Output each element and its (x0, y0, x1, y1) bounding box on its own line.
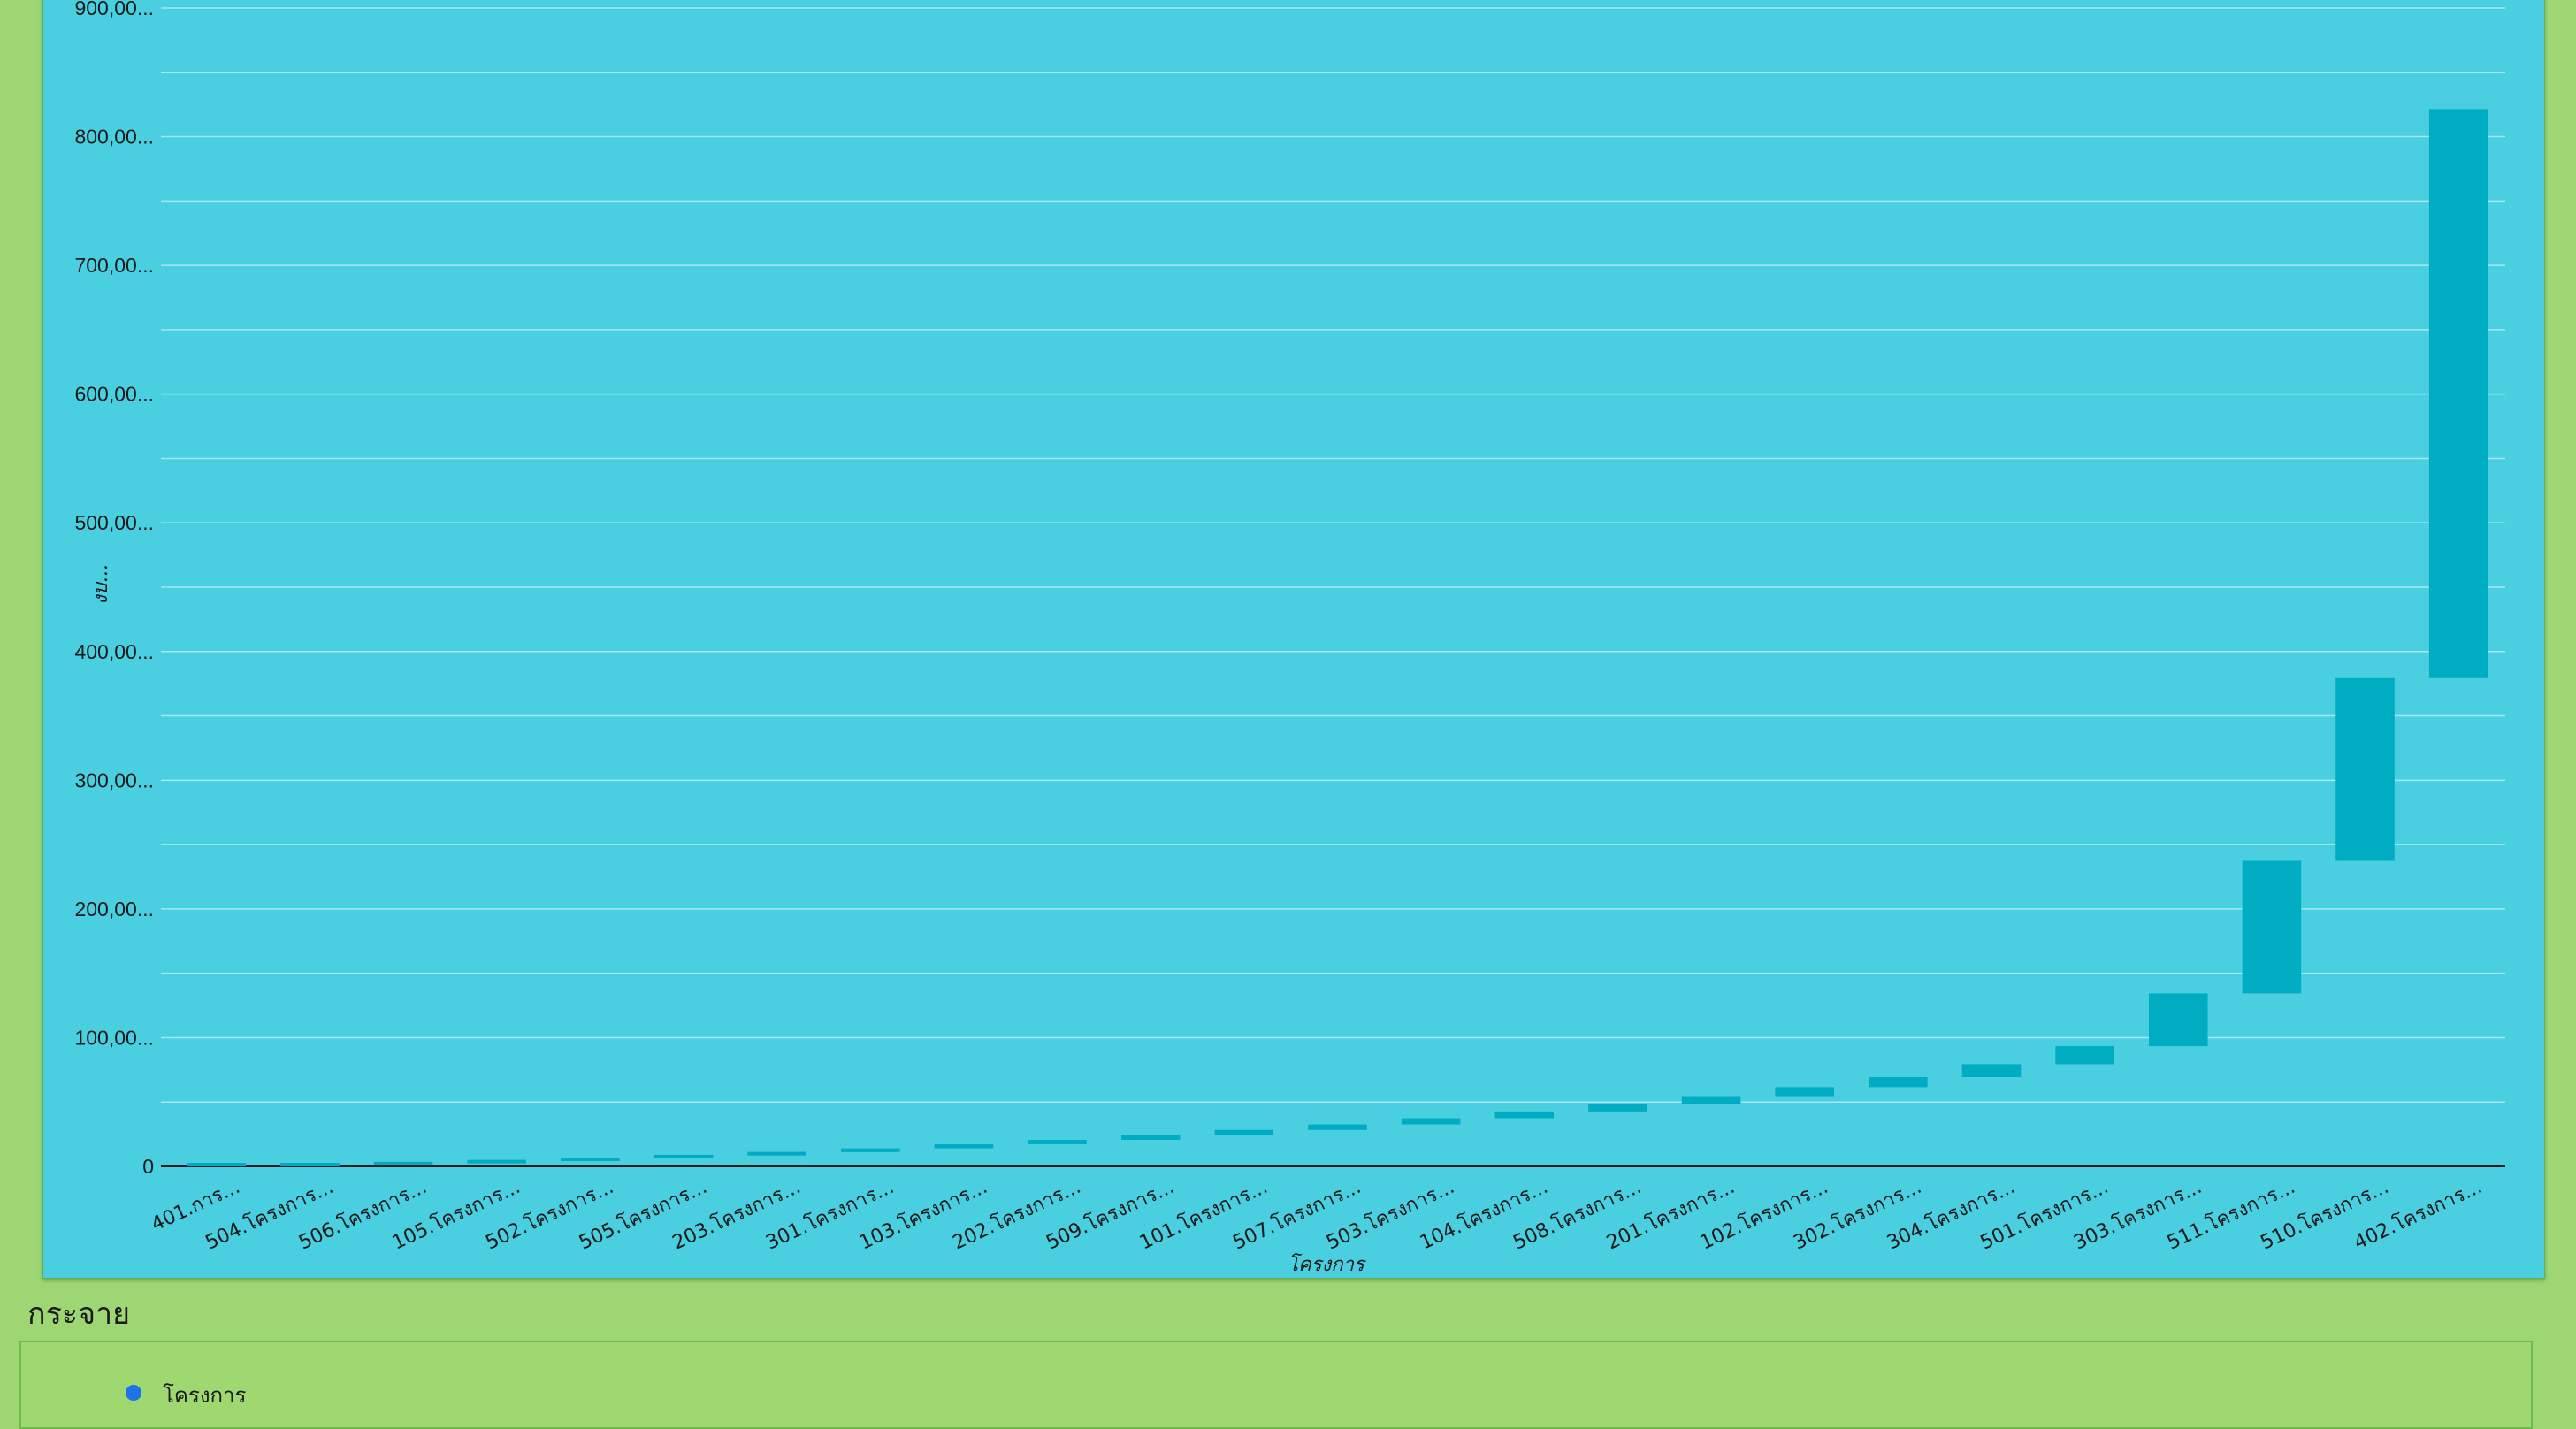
waterfall-chart-card: 0 100,00... 200,00... 300,00... 400,00... 500… (42, 0, 2545, 1279)
waterfall-bar (2242, 860, 2302, 994)
waterfall-bar (1494, 1111, 1555, 1119)
waterfall-bar (1961, 1064, 2022, 1077)
waterfall-bar (2055, 1046, 2114, 1065)
y-axis-label: งบ... (90, 564, 112, 605)
scatter-section-title: กระจาย (27, 1296, 131, 1332)
waterfall-bar (1028, 1140, 1087, 1144)
y-tick-label: 0 (142, 1155, 154, 1178)
waterfall-bar (841, 1148, 900, 1152)
y-tick-label: 500,00... (74, 511, 154, 534)
waterfall-bar (654, 1154, 714, 1158)
waterfall-bar (1214, 1129, 1274, 1135)
legend-marker (126, 1385, 141, 1401)
x-axis-label: โครงการ (1288, 1253, 1367, 1276)
waterfall-bar (2428, 109, 2488, 678)
waterfall-bar (187, 1163, 247, 1166)
y-tick-label: 700,00... (74, 254, 154, 277)
waterfall-bar (1869, 1076, 1928, 1088)
y-tick-label: 800,00... (74, 126, 154, 149)
waterfall-bar (1681, 1096, 1741, 1104)
waterfall-bar (1588, 1104, 1647, 1112)
scatter-chart-card: โครงการ (19, 1341, 2533, 1429)
waterfall-chart: 0 100,00... 200,00... 300,00... 400,00... 500… (74, 0, 2505, 1276)
y-tick-label: 200,00... (74, 898, 154, 921)
waterfall-bar (747, 1151, 806, 1156)
y-tick-label: 600,00... (74, 383, 154, 406)
waterfall-bar (934, 1143, 994, 1149)
y-tick-label: 400,00... (74, 640, 154, 663)
y-tick-label: 300,00... (74, 768, 154, 791)
waterfall-bar (1401, 1118, 1461, 1125)
waterfall-bar (2148, 993, 2208, 1047)
waterfall-bar (1120, 1135, 1181, 1141)
waterfall-bar (1308, 1124, 1367, 1130)
waterfall-bar (2335, 677, 2395, 861)
y-tick-label: 100,00... (74, 1026, 154, 1049)
y-tick-label: 900,00... (74, 0, 154, 19)
waterfall-bar (373, 1161, 433, 1165)
legend-label: โครงการ (163, 1383, 247, 1408)
waterfall-bar (1775, 1087, 1834, 1097)
waterfall-bar (467, 1159, 527, 1164)
waterfall-bar (561, 1158, 620, 1162)
waterfall-bar (280, 1163, 340, 1166)
